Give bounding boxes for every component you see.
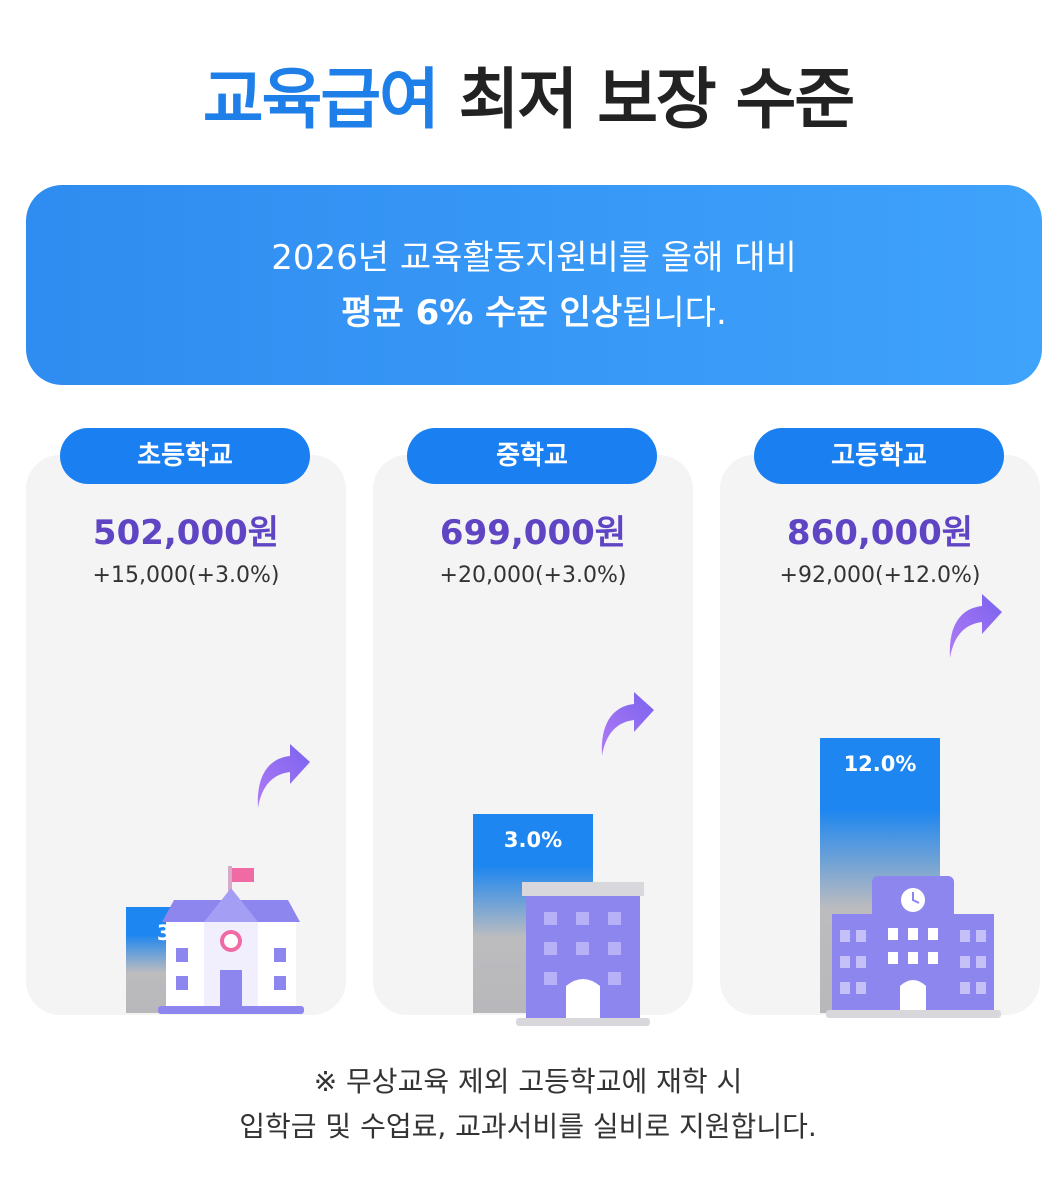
title-rest: 최저 보장 수준 xyxy=(437,61,855,138)
amount-label: 699,000원 xyxy=(439,513,627,553)
change-label: +92,000(+12.0%) xyxy=(779,563,981,588)
bar-percent-label: 3.0% xyxy=(503,828,563,852)
page-title: 교육급여 최저 보장 수준 xyxy=(0,46,1056,142)
amount-label: 502,000원 xyxy=(92,513,280,553)
increase-arrow-icon xyxy=(944,594,1006,664)
high-school-building-icon xyxy=(826,870,1001,1024)
footnote-line-2: 입학금 및 수업료, 교과서비를 실비로 지원합니다. xyxy=(239,1110,817,1143)
change-label: +15,000(+3.0%) xyxy=(92,563,280,588)
info-banner: 2026년 교육활동지원비를 올해 대비 평균 6% 수준 인상됩니다. xyxy=(26,185,1042,385)
change-label: +20,000(+3.0%) xyxy=(439,563,627,588)
title-highlight: 교육급여 xyxy=(202,61,440,138)
banner-line-2: 평균 6% 수준 인상됩니다. xyxy=(26,285,1042,334)
school-level-tab: 중학교 xyxy=(407,428,657,484)
elementary-school-building-icon xyxy=(156,866,306,1020)
school-level-tab: 고등학교 xyxy=(754,428,1004,484)
increase-arrow-icon xyxy=(252,744,314,814)
bar-percent-label: 12.0% xyxy=(843,752,917,776)
amount-label: 860,000원 xyxy=(786,513,974,553)
middle-school-building-icon xyxy=(508,878,658,1032)
banner-line-1: 2026년 교육활동지원비를 올해 대비 xyxy=(271,238,797,278)
banner-line-2-rest: 됩니다. xyxy=(622,293,727,333)
footnote-line-1: ※ 무상교육 제외 고등학교에 재학 시 xyxy=(313,1065,743,1098)
increase-arrow-icon xyxy=(596,692,658,762)
school-level-tab: 초등학교 xyxy=(60,428,310,484)
banner-line-2-bold: 평균 6% 수준 인상 xyxy=(341,293,623,333)
